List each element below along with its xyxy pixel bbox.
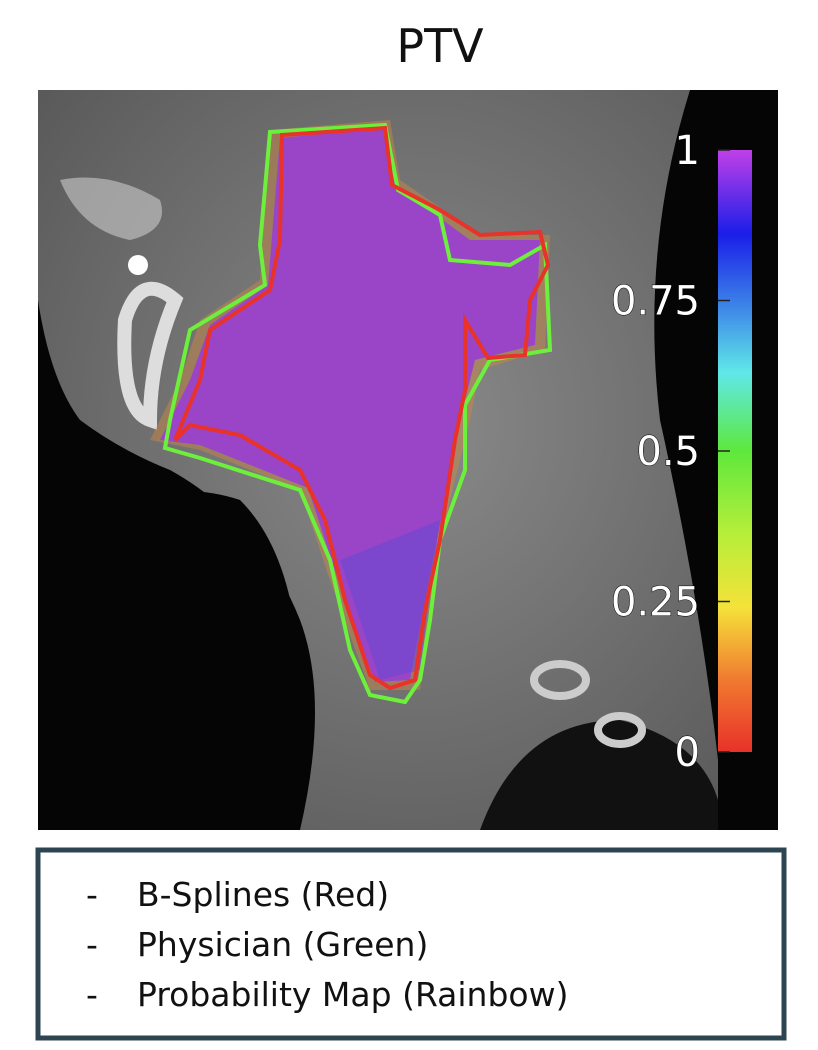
legend-label: Probability Map (Rainbow) <box>137 975 568 1014</box>
colorbar: 0 0.25 0.5 0.75 1 <box>610 128 752 777</box>
legend-marker: - <box>86 925 98 964</box>
legend-marker: - <box>86 975 98 1014</box>
colorbar-tick-label: 0.5 <box>636 429 700 475</box>
colorbar-tick-label: 0.25 <box>611 580 700 626</box>
legend-marker: - <box>86 875 98 914</box>
title: PTV <box>396 19 484 73</box>
legend-box <box>35 847 787 1041</box>
legend-label: Physician (Green) <box>137 925 428 964</box>
ct-image <box>38 90 778 830</box>
legend: - B-Splines (Red)- Physician (Green)- Proba… <box>86 875 568 1014</box>
colorbar-tick-label: 0 <box>675 730 700 776</box>
colorbar-tick-label: 1 <box>675 128 700 174</box>
colorbar-tick-label: 0.75 <box>611 279 700 325</box>
legend-label: B-Splines (Red) <box>137 875 389 914</box>
